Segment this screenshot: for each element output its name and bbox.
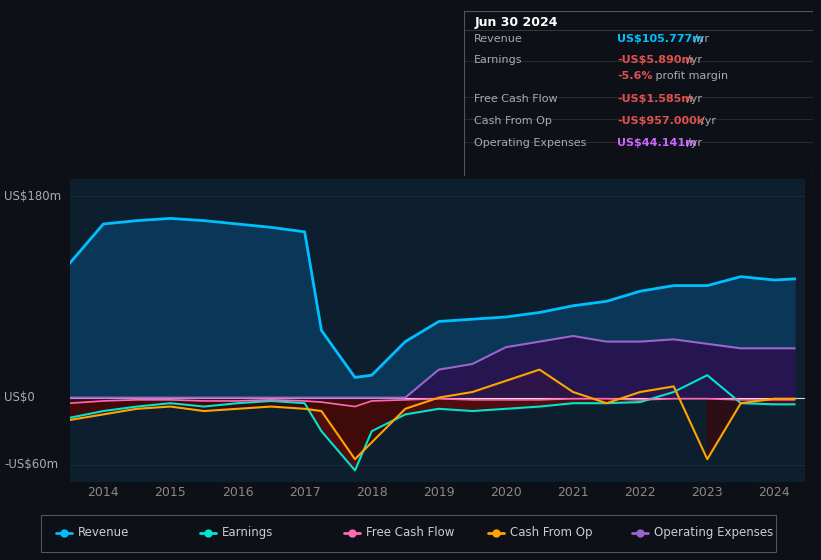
Text: -5.6%: -5.6%: [617, 72, 653, 82]
Text: Operating Expenses: Operating Expenses: [475, 138, 587, 148]
Text: /yr: /yr: [687, 55, 702, 65]
Text: Free Cash Flow: Free Cash Flow: [366, 526, 455, 539]
Text: Operating Expenses: Operating Expenses: [654, 526, 773, 539]
Text: Revenue: Revenue: [475, 34, 523, 44]
Text: Earnings: Earnings: [222, 526, 273, 539]
Text: US$44.141m: US$44.141m: [617, 138, 697, 148]
Text: Earnings: Earnings: [475, 55, 523, 65]
Text: /yr: /yr: [701, 116, 716, 126]
Text: Cash From Op: Cash From Op: [475, 116, 553, 126]
Text: -US$5.890m: -US$5.890m: [617, 55, 694, 65]
Text: Jun 30 2024: Jun 30 2024: [475, 16, 557, 29]
Text: Revenue: Revenue: [78, 526, 130, 539]
Text: /yr: /yr: [695, 34, 709, 44]
Text: Free Cash Flow: Free Cash Flow: [475, 94, 558, 104]
Text: US$180m: US$180m: [4, 189, 62, 203]
Text: US$0: US$0: [4, 391, 34, 404]
Text: -US$60m: -US$60m: [4, 458, 58, 472]
Text: /yr: /yr: [687, 138, 702, 148]
Text: -US$957.000k: -US$957.000k: [617, 116, 704, 126]
Text: -US$1.585m: -US$1.585m: [617, 94, 693, 104]
Text: US$105.777m: US$105.777m: [617, 34, 704, 44]
Text: profit margin: profit margin: [653, 72, 728, 82]
Text: Cash From Op: Cash From Op: [511, 526, 593, 539]
Text: /yr: /yr: [687, 94, 702, 104]
